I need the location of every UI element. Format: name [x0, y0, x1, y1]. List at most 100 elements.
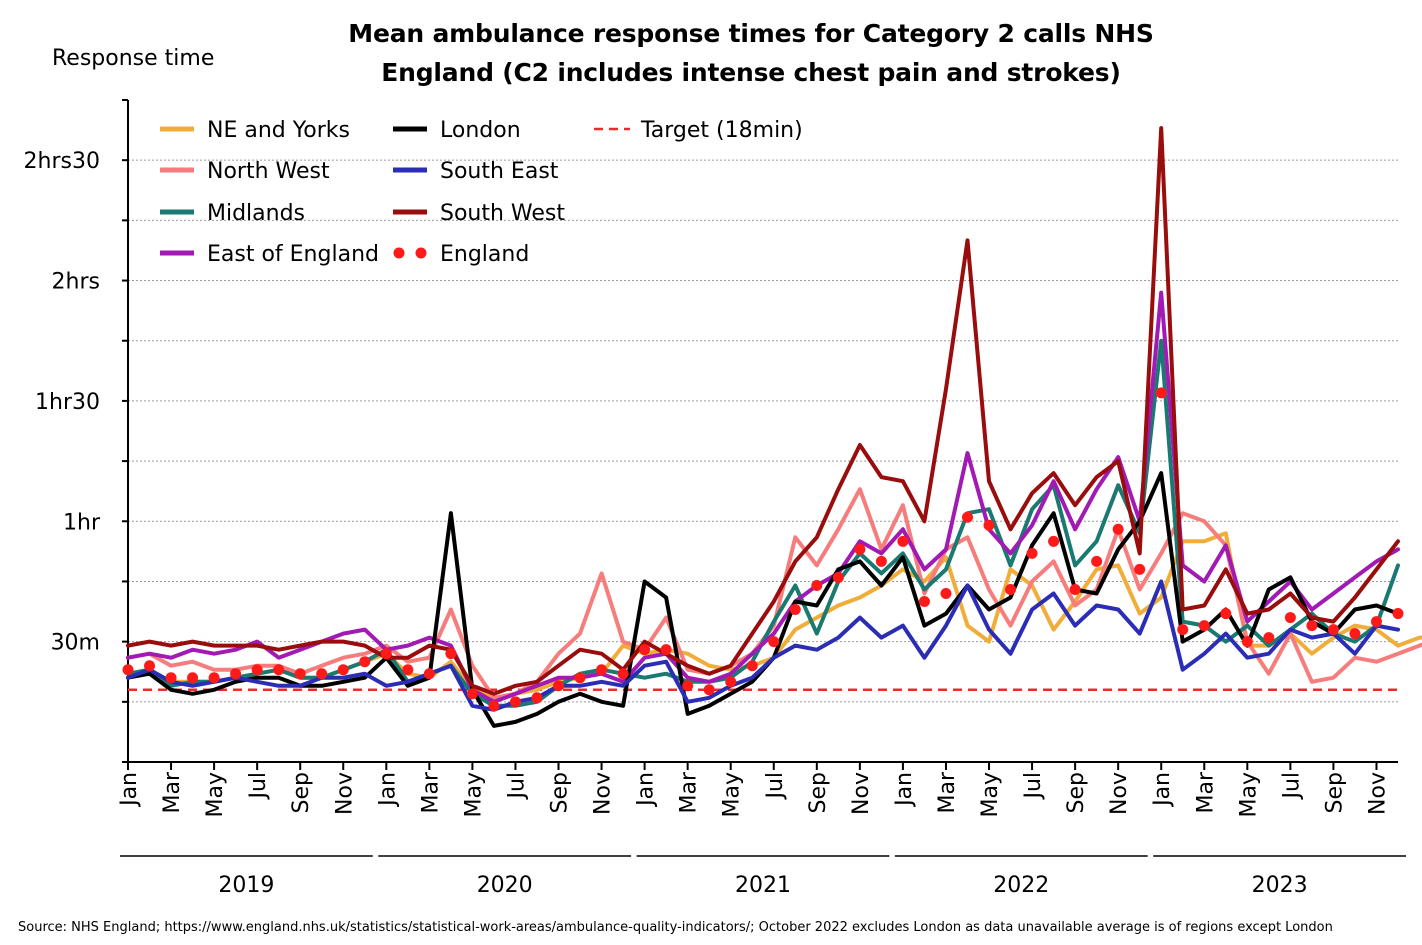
data-point	[1134, 563, 1146, 575]
data-point	[961, 511, 973, 523]
legend: NE and Yorks North West Midlands East of En…	[160, 118, 803, 267]
data-point	[359, 656, 371, 668]
data-point	[1370, 616, 1382, 628]
data-point	[553, 680, 565, 692]
legend-item: London	[393, 118, 521, 143]
series-north-west	[126, 487, 1422, 700]
x-tick-label: May	[1236, 772, 1261, 817]
legend-label: Midlands	[207, 201, 305, 226]
data-point	[337, 664, 349, 676]
data-point	[380, 648, 392, 660]
x-tick-label: Sep	[806, 772, 831, 813]
year-label: 2023	[1252, 873, 1308, 898]
data-point	[1198, 620, 1210, 632]
data-point	[531, 692, 543, 704]
legend-item: East of England	[160, 242, 379, 267]
legend-label: East of England	[207, 242, 379, 267]
data-point	[617, 668, 629, 680]
x-tick-label: Mar	[160, 771, 185, 813]
data-point	[273, 664, 285, 676]
x-tick-label: May	[720, 772, 745, 817]
data-point	[574, 672, 586, 684]
legend-item: South West	[393, 201, 565, 226]
data-point	[1327, 624, 1339, 636]
x-tick-label: Nov	[591, 772, 616, 815]
x-tick-label: Jan	[892, 772, 917, 808]
data-point	[488, 700, 500, 712]
data-point	[897, 535, 909, 547]
legend-label: Target (18min)	[640, 118, 803, 143]
legend-item: Midlands	[160, 201, 305, 226]
data-point	[509, 696, 521, 708]
x-tick-label: Jan	[375, 772, 400, 808]
legend-item: South East	[393, 159, 559, 184]
data-point	[1241, 636, 1253, 648]
data-point	[423, 668, 435, 680]
legend-swatch	[415, 247, 427, 259]
x-tick-label: Nov	[1365, 772, 1390, 815]
data-point	[940, 587, 952, 599]
data-point	[1026, 547, 1038, 559]
chart-title-line-2: England (C2 includes intense chest pain …	[381, 58, 1121, 87]
x-tick-label: Jan	[1150, 772, 1175, 808]
x-tick-label: Sep	[1064, 772, 1089, 813]
data-point	[1220, 608, 1232, 620]
data-point	[251, 664, 263, 676]
data-point	[122, 664, 134, 676]
data-point	[230, 668, 242, 680]
data-point	[703, 684, 715, 696]
data-point	[596, 664, 608, 676]
legend-label: London	[440, 118, 521, 143]
data-point	[1069, 583, 1081, 595]
series-line	[126, 487, 1422, 700]
data-point	[811, 579, 823, 591]
data-point	[832, 571, 844, 583]
data-point	[1155, 387, 1167, 399]
data-point	[983, 519, 995, 531]
x-tick-label: Mar	[418, 771, 443, 813]
legend-swatch	[393, 247, 405, 259]
y-tick-label: 1hr	[63, 510, 101, 535]
data-point	[1392, 608, 1404, 620]
data-point	[682, 680, 694, 692]
data-point	[639, 644, 651, 656]
chart-title-line-1: Mean ambulance response times for Catego…	[348, 19, 1154, 48]
data-point	[466, 688, 478, 700]
x-tick-label: Mar	[677, 771, 702, 813]
series-line	[126, 579, 1400, 712]
data-point	[1048, 535, 1060, 547]
y-tick-label: 2hrs30	[24, 149, 100, 174]
data-point	[1263, 632, 1275, 644]
data-point	[208, 672, 220, 684]
series-south-east	[126, 579, 1400, 712]
source-note: Source: NHS England; https://www.england…	[18, 920, 1333, 935]
legend-label: England	[440, 242, 529, 267]
legend-item: NE and Yorks	[160, 118, 350, 143]
data-point	[854, 543, 866, 555]
x-tick-label: Mar	[935, 771, 960, 813]
data-point	[918, 596, 930, 608]
x-tick-label: Jul	[246, 772, 271, 801]
data-point	[660, 644, 672, 656]
year-label: 2021	[735, 873, 791, 898]
data-point	[746, 660, 758, 672]
data-point	[144, 660, 156, 672]
y-tick-label: 30m	[51, 631, 100, 656]
data-point	[187, 672, 199, 684]
data-point	[768, 636, 780, 648]
legend-item: England	[393, 242, 529, 267]
data-point	[1177, 624, 1189, 636]
x-tick-label: Jul	[763, 772, 788, 801]
x-tick-label: Sep	[289, 772, 314, 813]
x-tick-label: Jul	[1279, 772, 1304, 801]
legend-label: North West	[207, 159, 330, 184]
data-point	[1005, 583, 1017, 595]
data-point	[294, 668, 306, 680]
data-point	[445, 648, 457, 660]
legend-label: South West	[440, 201, 565, 226]
legend-label: South East	[440, 159, 559, 184]
y-axis-label: Response time	[52, 46, 215, 71]
data-point	[402, 664, 414, 676]
x-tick-label: Nov	[849, 772, 874, 815]
